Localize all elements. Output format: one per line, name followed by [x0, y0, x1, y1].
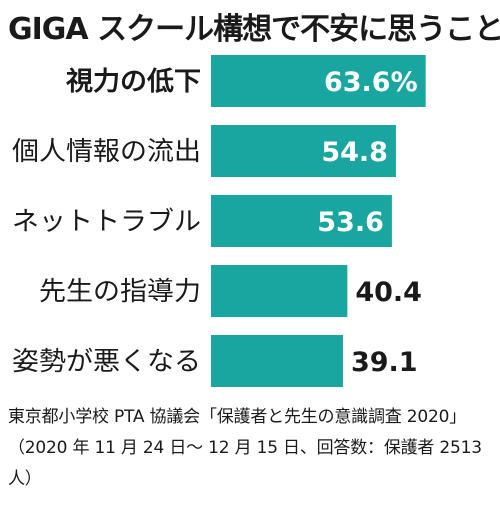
category-label: 視力の低下 — [66, 67, 201, 97]
bar-4 — [211, 265, 348, 317]
source-note: 東京都小学校 PTA 協議会「保護者と先生の意識調査 2020」（2020 年 … — [8, 407, 482, 489]
category-label: ネットトラブル — [12, 207, 201, 237]
value-label: 63.6% — [324, 67, 418, 98]
value-label: 40.4 — [355, 277, 422, 308]
category-label: 姿勢が悪くなる — [12, 347, 201, 377]
bar-5 — [211, 335, 343, 387]
value-label: 39.1 — [351, 347, 418, 378]
value-label: 53.6 — [317, 207, 384, 238]
value-label: 54.8 — [321, 137, 388, 168]
bar-2 — [211, 125, 396, 177]
bar-1 — [211, 55, 426, 107]
category-label: 先生の指導力 — [39, 277, 201, 307]
category-label: 個人情報の流出 — [12, 137, 201, 167]
bar-chart: 視力の低下 63.6% 個人情報の流出 54.8 ネットトラブル 53.6 先生の指導力 40… — [12, 55, 426, 387]
bar-3 — [211, 195, 392, 247]
chart-title: GIGA スクール構想で不安に思うこと — [8, 12, 500, 47]
